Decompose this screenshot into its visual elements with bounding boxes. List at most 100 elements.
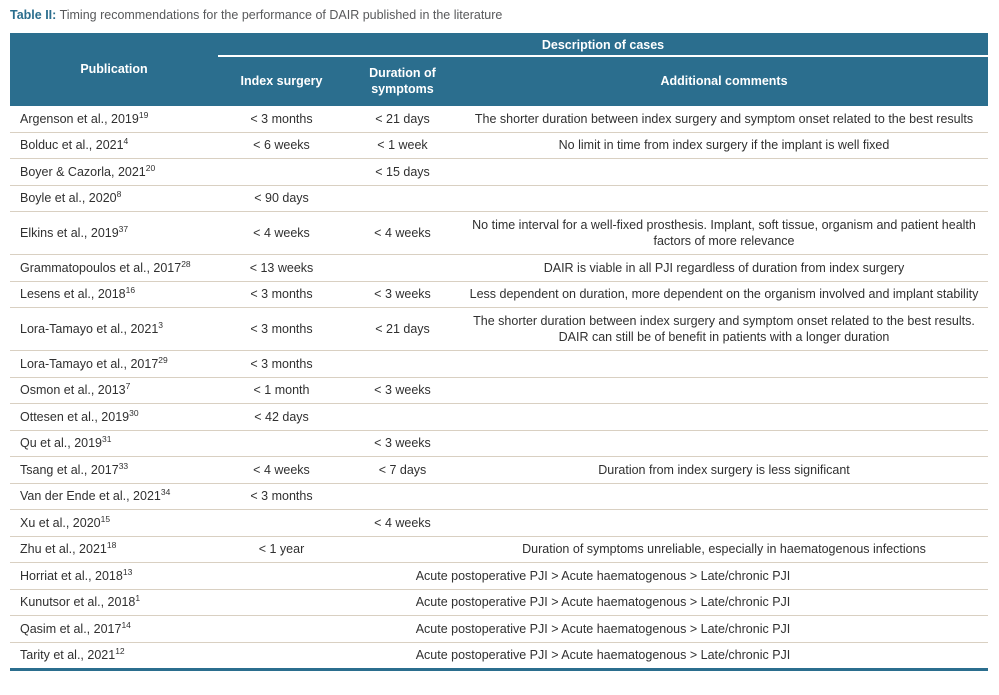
duration-of-symptoms-cell	[345, 254, 460, 282]
duration-of-symptoms-cell	[345, 185, 460, 213]
index-surgery-cell: < 3 months	[218, 281, 345, 309]
index-surgery-cell: < 13 weeks	[218, 254, 345, 282]
case-description-span-cell: Acute postoperative PJI > Acute haematog…	[218, 642, 988, 670]
publication-cell: Boyle et al., 20208	[10, 185, 218, 213]
column-header-additional-comments: Additional comments	[460, 55, 988, 107]
index-surgery-cell	[218, 158, 345, 186]
additional-comments-cell: DAIR is viable in all PJI regardless of …	[460, 254, 988, 282]
reference-superscript: 14	[121, 619, 131, 630]
duration-of-symptoms-cell: < 3 weeks	[345, 281, 460, 309]
duration-of-symptoms-cell: < 3 weeks	[345, 430, 460, 458]
reference-superscript: 1	[135, 593, 141, 604]
index-surgery-cell: < 3 months	[218, 350, 345, 378]
timing-recommendations-table: Publication Description of cases Index s…	[10, 32, 988, 672]
table-row: Argenson et al., 201919 < 3 months < 21 da…	[10, 106, 988, 133]
duration-of-symptoms-cell: < 21 days	[345, 307, 460, 352]
reference-superscript: 30	[129, 407, 139, 418]
table-row: Elkins et al., 201937 < 4 weeks < 4 weeks N…	[10, 211, 988, 256]
table-header: Publication Description of cases Index s…	[10, 32, 988, 107]
publication-cell: Osmon et al., 20137	[10, 377, 218, 405]
index-surgery-cell: < 1 month	[218, 377, 345, 405]
reference-superscript: 15	[100, 513, 111, 524]
additional-comments-cell	[460, 158, 988, 186]
table-row: Boyle et al., 20208 < 90 days	[10, 185, 988, 213]
table-row: Tarity et al., 202112 Acute postoperative…	[10, 642, 988, 670]
additional-comments-cell: No limit in time from index surgery if t…	[460, 132, 988, 160]
publication-cell: Argenson et al., 201919	[10, 106, 218, 133]
index-surgery-cell	[218, 509, 345, 537]
table-row: Lora-Tamayo et al., 201729 < 3 months	[10, 350, 988, 378]
index-surgery-cell: < 3 months	[218, 483, 345, 511]
index-surgery-cell: < 3 months	[218, 106, 345, 133]
table-row: Van der Ende et al., 202134 < 3 months	[10, 483, 988, 511]
table-row: Qasim et al., 201714 Acute postoperative …	[10, 615, 988, 643]
reference-superscript: 8	[116, 189, 122, 200]
table-row: Tsang et al., 201733 < 4 weeks < 7 days Dur…	[10, 456, 988, 484]
additional-comments-cell	[460, 483, 988, 511]
additional-comments-cell: Duration of symptoms unreliable, especia…	[460, 536, 988, 564]
reference-superscript: 13	[122, 566, 133, 577]
reference-superscript: 16	[125, 285, 136, 296]
reference-superscript: 29	[158, 354, 168, 365]
additional-comments-cell: No time interval for a well-fixed prosth…	[460, 211, 988, 256]
duration-of-symptoms-cell: < 3 weeks	[345, 377, 460, 405]
additional-comments-cell	[460, 403, 988, 431]
index-surgery-cell	[218, 430, 345, 458]
column-header-publication: Publication	[10, 32, 218, 107]
publication-cell: Qu et al., 201931	[10, 430, 218, 458]
index-surgery-cell: < 6 weeks	[218, 132, 345, 160]
index-surgery-cell: < 1 year	[218, 536, 345, 564]
publication-cell: Lesens et al., 201816	[10, 281, 218, 309]
header-row-sub: Index surgery Duration of symptoms Addit…	[10, 55, 988, 107]
publication-cell: Bolduc et al., 20214	[10, 132, 218, 160]
column-header-duration-of-symptoms: Duration of symptoms	[345, 55, 460, 107]
publication-cell: Xu et al., 202015	[10, 509, 218, 537]
reference-superscript: 18	[106, 540, 117, 551]
publication-cell: Van der Ende et al., 202134	[10, 483, 218, 511]
table-row: Grammatopoulos et al., 201728 < 13 weeks D…	[10, 254, 988, 282]
publication-cell: Horriat et al., 201813	[10, 562, 218, 590]
duration-of-symptoms-cell: < 21 days	[345, 106, 460, 133]
publication-cell: Elkins et al., 201937	[10, 211, 218, 256]
duration-of-symptoms-cell: < 1 week	[345, 132, 460, 160]
additional-comments-cell: Less dependent on duration, more depende…	[460, 281, 988, 309]
table-row: Ottesen et al., 201930 < 42 days	[10, 403, 988, 431]
publication-cell: Zhu et al., 202118	[10, 536, 218, 564]
duration-of-symptoms-cell	[345, 350, 460, 378]
reference-superscript: 3	[158, 319, 164, 330]
additional-comments-cell	[460, 509, 988, 537]
duration-of-symptoms-cell: < 15 days	[345, 158, 460, 186]
table-row: Kunutsor et al., 20181 Acute postoperativ…	[10, 589, 988, 617]
table-row: Osmon et al., 20137 < 1 month < 3 weeks	[10, 377, 988, 405]
table-row: Lora-Tamayo et al., 20213 < 3 months < 21 …	[10, 307, 988, 352]
index-surgery-cell: < 42 days	[218, 403, 345, 431]
case-description-span-cell: Acute postoperative PJI > Acute haematog…	[218, 615, 988, 643]
case-description-span-cell: Acute postoperative PJI > Acute haematog…	[218, 562, 988, 590]
additional-comments-cell: The shorter duration between index surge…	[460, 307, 988, 352]
publication-cell: Qasim et al., 201714	[10, 615, 218, 643]
reference-superscript: 37	[118, 223, 129, 234]
index-surgery-cell: < 4 weeks	[218, 211, 345, 256]
duration-of-symptoms-cell	[345, 483, 460, 511]
table-row: Qu et al., 201931 < 3 weeks	[10, 430, 988, 458]
index-surgery-cell: < 90 days	[218, 185, 345, 213]
duration-of-symptoms-cell	[345, 536, 460, 564]
publication-cell: Lora-Tamayo et al., 20213	[10, 307, 218, 352]
duration-of-symptoms-cell: < 4 weeks	[345, 211, 460, 256]
table-row: Bolduc et al., 20214 < 6 weeks < 1 week No …	[10, 132, 988, 160]
duration-of-symptoms-cell	[345, 403, 460, 431]
case-description-span-cell: Acute postoperative PJI > Acute haematog…	[218, 589, 988, 617]
reference-superscript: 33	[118, 460, 129, 471]
table-row: Zhu et al., 202118 < 1 year Duration of sy…	[10, 536, 988, 564]
publication-cell: Grammatopoulos et al., 201728	[10, 254, 218, 282]
table-row: Lesens et al., 201816 < 3 months < 3 weeks…	[10, 281, 988, 309]
additional-comments-cell: The shorter duration between index surge…	[460, 106, 988, 133]
header-row-top: Publication Description of cases	[10, 32, 988, 107]
publication-cell: Tarity et al., 202112	[10, 642, 218, 670]
table-row: Horriat et al., 201813 Acute postoperativ…	[10, 562, 988, 590]
index-surgery-cell: < 4 weeks	[218, 456, 345, 484]
publication-cell: Boyer & Cazorla, 202120	[10, 158, 218, 186]
table-row: Xu et al., 202015 < 4 weeks	[10, 509, 988, 537]
publication-cell: Tsang et al., 201733	[10, 456, 218, 484]
